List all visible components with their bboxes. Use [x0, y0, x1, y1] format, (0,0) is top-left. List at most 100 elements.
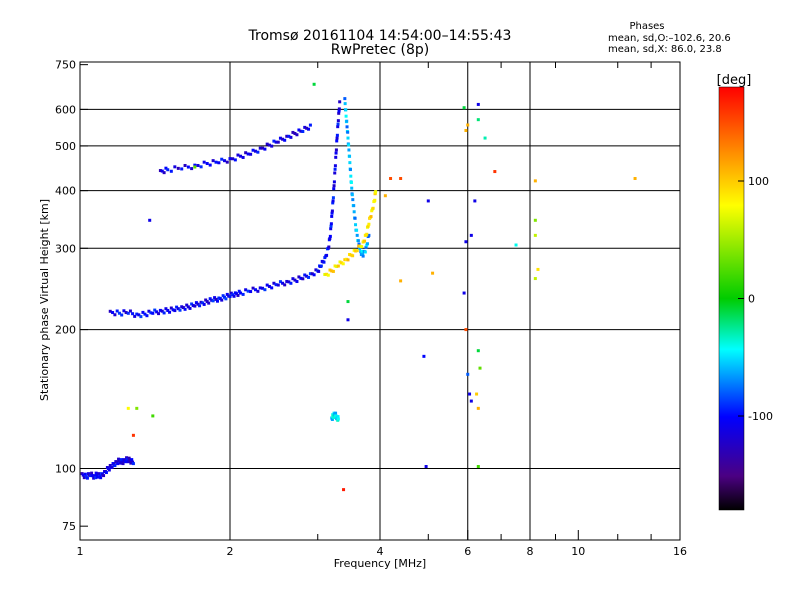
trace-point [261, 146, 265, 150]
trace-point [337, 111, 341, 115]
trace-point [205, 162, 209, 166]
trace-point [110, 466, 114, 470]
scatter-point [462, 291, 466, 295]
x-tick-labels: 1 2 4 6 8 10 16 [77, 530, 687, 558]
trace-point [98, 474, 102, 478]
trace-point [188, 306, 192, 310]
trace-point [218, 297, 222, 301]
trace-point [287, 134, 291, 138]
trace-point [231, 293, 235, 297]
trace-point [263, 147, 267, 151]
scatter-point [633, 176, 637, 180]
y-tick-label: 400 [55, 185, 76, 198]
trace-point [329, 224, 333, 228]
trace-point [133, 314, 137, 318]
trace-point [349, 253, 353, 257]
trace-point [337, 109, 341, 113]
trace-point [333, 264, 337, 268]
trace-point [314, 268, 318, 272]
trace-point [351, 198, 355, 202]
trace-point [350, 193, 354, 197]
scatter-point [533, 218, 537, 222]
trace-point [325, 272, 329, 276]
trace-point [289, 281, 293, 285]
trace-point [346, 130, 350, 134]
trace-point [334, 151, 338, 155]
colorbar-tick-label: 100 [748, 175, 769, 188]
trace-point [236, 153, 240, 157]
colorbar-tick-label: -100 [748, 410, 773, 423]
trace-point [331, 199, 335, 203]
trace-point [367, 233, 371, 237]
trace-point [149, 311, 153, 315]
y-tick-label: 600 [55, 103, 76, 116]
trace-point [330, 417, 334, 421]
trace-point [283, 283, 287, 287]
trace-point [83, 472, 87, 476]
trace-point [173, 309, 177, 313]
trace-point [360, 249, 364, 253]
trace-point [175, 305, 179, 309]
trace-point [131, 462, 135, 466]
y-tick-label: 75 [62, 520, 76, 533]
trace-point [82, 476, 86, 480]
trace-point [336, 125, 340, 129]
trace-point [335, 136, 339, 140]
trace-point [345, 125, 349, 129]
scatter-point [389, 176, 393, 180]
trace-point [208, 163, 212, 167]
trace-point [365, 232, 369, 236]
stats-o-line: mean, sd,O:–102.6, 20.6 [608, 33, 731, 44]
y-tick-label: 300 [55, 242, 76, 255]
trace-point [89, 474, 93, 478]
colorbar-tick-label: 0 [748, 293, 755, 306]
trace-point [265, 142, 269, 146]
grid-lines [80, 62, 680, 540]
scatter-points [126, 82, 637, 492]
trace-point [328, 237, 332, 241]
trace-point [228, 157, 232, 161]
scatter-point [346, 300, 350, 304]
echo-traces [80, 97, 378, 480]
scatter-point [151, 414, 155, 418]
trace-point [326, 273, 330, 277]
trace-point [363, 239, 367, 243]
trace-point [305, 126, 309, 130]
trace-point [310, 272, 314, 276]
x-tick-label: 2 [227, 545, 234, 558]
trace-point [153, 308, 157, 312]
trace-point [199, 165, 203, 169]
trace-point [355, 228, 359, 232]
trace-point [343, 102, 347, 106]
x-tick-label: 6 [464, 545, 471, 558]
trace-point [124, 311, 128, 315]
trace-point [239, 291, 243, 295]
trace-point [336, 417, 340, 421]
trace-point [346, 258, 350, 262]
trace-point [365, 242, 369, 246]
stats-x-line: mean, sd,X: 86.0, 23.8 [608, 44, 722, 55]
trace-point [214, 160, 218, 164]
scatter-point [126, 406, 130, 410]
trace-point [215, 299, 219, 303]
trace-point [190, 302, 194, 306]
trace-point [225, 160, 229, 164]
y-axis-label: Stationary phase Virtual Height [km] [38, 199, 51, 401]
trace-point [334, 155, 338, 159]
trace-point [344, 108, 348, 112]
trace-point [94, 476, 98, 480]
trace-point [241, 155, 245, 159]
trace-point [285, 279, 289, 283]
trace-point [208, 297, 212, 301]
trace-point [160, 309, 164, 313]
trace-point [330, 214, 334, 218]
trace-point [363, 250, 367, 254]
trace-point [291, 130, 295, 134]
trace-point [348, 161, 352, 165]
trace-point [256, 150, 260, 154]
trace-point [344, 257, 348, 261]
trace-point [115, 460, 119, 464]
trace-point [361, 254, 365, 258]
trace-point [295, 133, 299, 137]
